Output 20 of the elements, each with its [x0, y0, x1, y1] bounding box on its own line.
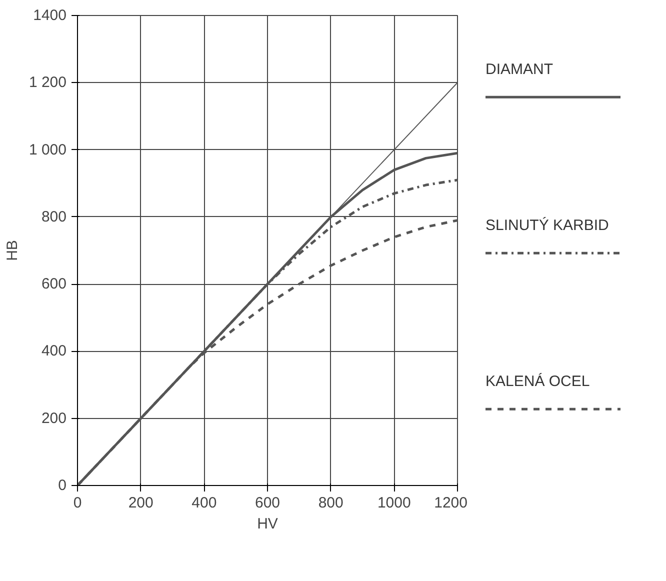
x-tick-label: 1000	[377, 494, 411, 512]
x-tick-label: 800	[318, 494, 344, 512]
text: SLINUTÝ KARBID	[486, 216, 610, 234]
text: KALENÁ OCEL	[486, 372, 590, 390]
y-tick-label: 400	[41, 342, 67, 360]
y-tick-label: 1 000	[28, 141, 67, 158]
y-tick-label: 200	[41, 410, 67, 427]
y-tick-label: 800	[41, 208, 67, 226]
y-tick-label: 1 200	[28, 74, 67, 92]
y-tick-label: 1400	[33, 7, 67, 24]
x-tick-label: 400	[192, 494, 217, 512]
x-tick-label: 0	[73, 494, 82, 512]
x-tick-label: 600	[254, 494, 280, 512]
y-axis-title: HB	[4, 240, 21, 261]
x-axis-title: HV	[257, 516, 278, 532]
y-tick-label: 600	[41, 276, 67, 293]
y-tick-label: 0	[58, 477, 66, 494]
x-tick-label: 1200	[434, 494, 468, 512]
text: DIAMANT	[486, 60, 553, 78]
x-tick-label: 200	[128, 494, 154, 512]
